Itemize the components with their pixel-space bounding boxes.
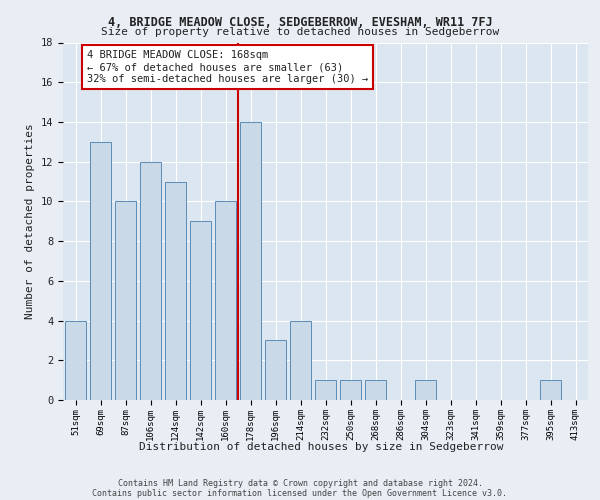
Bar (365, 380, 386, 400)
Bar (90, 142, 111, 400)
Text: Size of property relative to detached houses in Sedgeberrow: Size of property relative to detached ho… (101, 27, 499, 37)
Bar (115, 202, 136, 400)
Bar (140, 162, 161, 400)
Bar (540, 380, 561, 400)
Text: Distribution of detached houses by size in Sedgeberrow: Distribution of detached houses by size … (139, 442, 503, 452)
Bar (165, 182, 186, 400)
Text: 4, BRIDGE MEADOW CLOSE, SEDGEBERROW, EVESHAM, WR11 7FJ: 4, BRIDGE MEADOW CLOSE, SEDGEBERROW, EVE… (107, 16, 493, 29)
Bar (240, 122, 261, 400)
Bar (315, 380, 336, 400)
Bar (290, 320, 311, 400)
Text: Contains HM Land Registry data © Crown copyright and database right 2024.
Contai: Contains HM Land Registry data © Crown c… (92, 479, 508, 498)
Bar (215, 202, 236, 400)
Text: 4 BRIDGE MEADOW CLOSE: 168sqm
← 67% of detached houses are smaller (63)
32% of s: 4 BRIDGE MEADOW CLOSE: 168sqm ← 67% of d… (87, 50, 368, 84)
Bar (415, 380, 436, 400)
Bar (190, 221, 211, 400)
Bar (340, 380, 361, 400)
Y-axis label: Number of detached properties: Number of detached properties (25, 124, 35, 319)
Bar (265, 340, 286, 400)
Bar (65, 320, 86, 400)
